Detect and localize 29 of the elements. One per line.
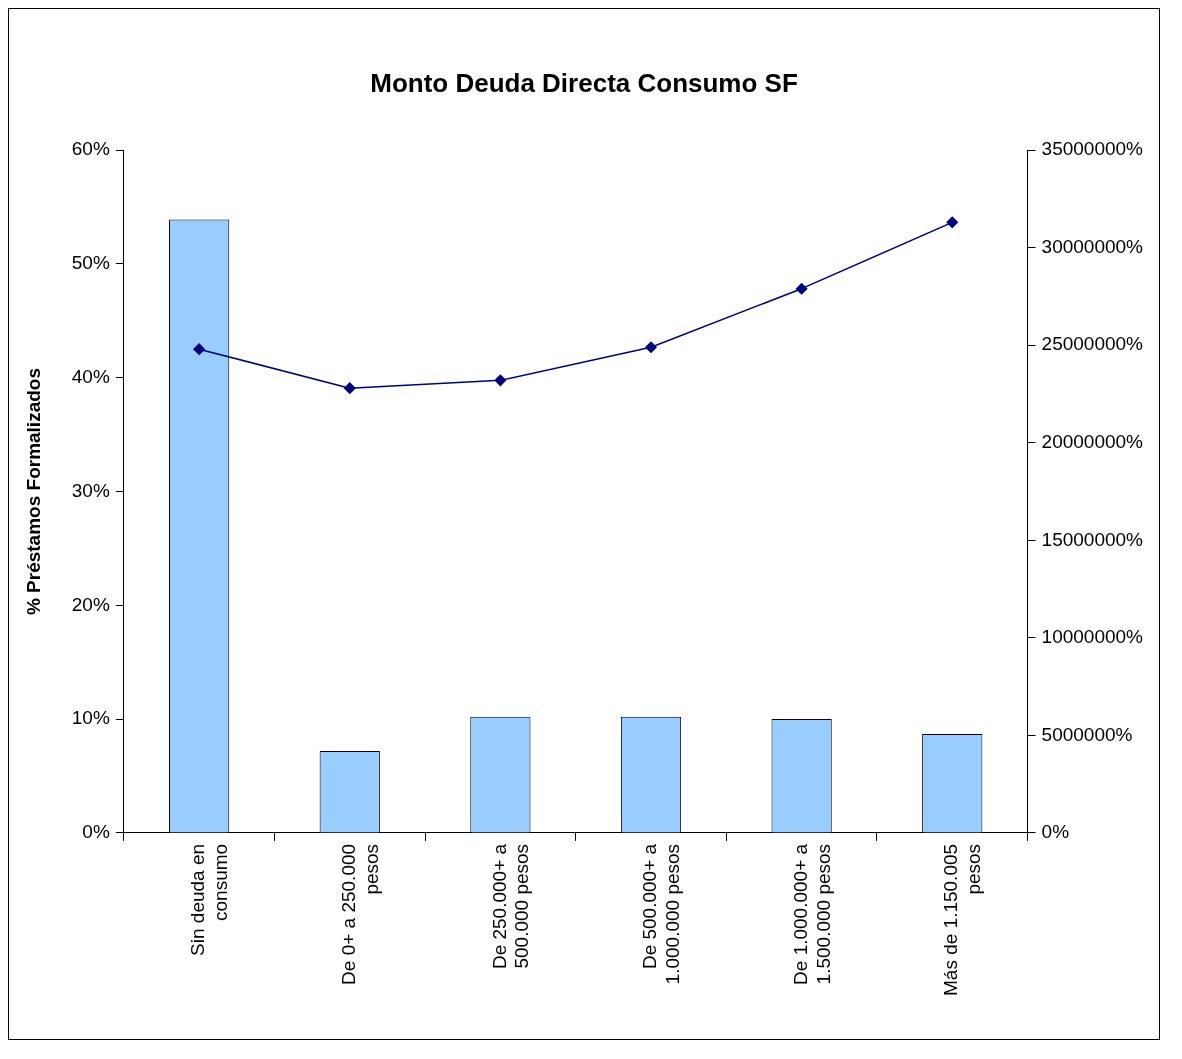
point [645,341,657,353]
y2-tick-label: 30000000% [1041,235,1144,257]
y2-tick-label: 25000000% [1041,333,1144,355]
y2-tick-label: 10000000% [1041,626,1144,648]
y-tick-label: 50% [71,252,110,274]
point [795,282,808,295]
y2-tick-label: 5000000% [1041,723,1133,745]
y-tick-label: 60% [71,138,110,160]
point [946,216,959,229]
y-tick-label: 40% [71,366,110,387]
x-tick-label: Más de 1.150.005 pesos [940,843,985,997]
y-axis-title: % Préstamos Formalizados [22,368,44,616]
x-tick-label: De 500.000+ a 1.000.000 pesos [639,843,684,985]
y2-tick-label: 20000000% [1041,431,1144,453]
y-tick-label: 20% [71,593,110,615]
x-tick-label: De 0+ a 250.000 pesos [338,843,382,985]
chart-title: Monto Deuda Directa Consumo SF [370,67,798,98]
y2-tick-label: 15000000% [1041,528,1144,550]
x-tick-label: De 1.000.000+ a 1.500.000 pesos [789,843,834,985]
point [344,382,356,394]
y2-tick-label: 0% [1041,821,1070,843]
point [193,343,205,355]
point [494,374,507,387]
y-tick-label: 10% [71,707,110,729]
y-tick-label: 30% [71,479,110,501]
x-tick-label: Sin deuda en consumo [187,843,232,956]
y-tick-label: 0% [82,821,110,843]
y2-tick-label: 35000000% [1041,138,1144,160]
x-tick-label: De 250.000+ a 500.000 pesos [488,843,533,970]
